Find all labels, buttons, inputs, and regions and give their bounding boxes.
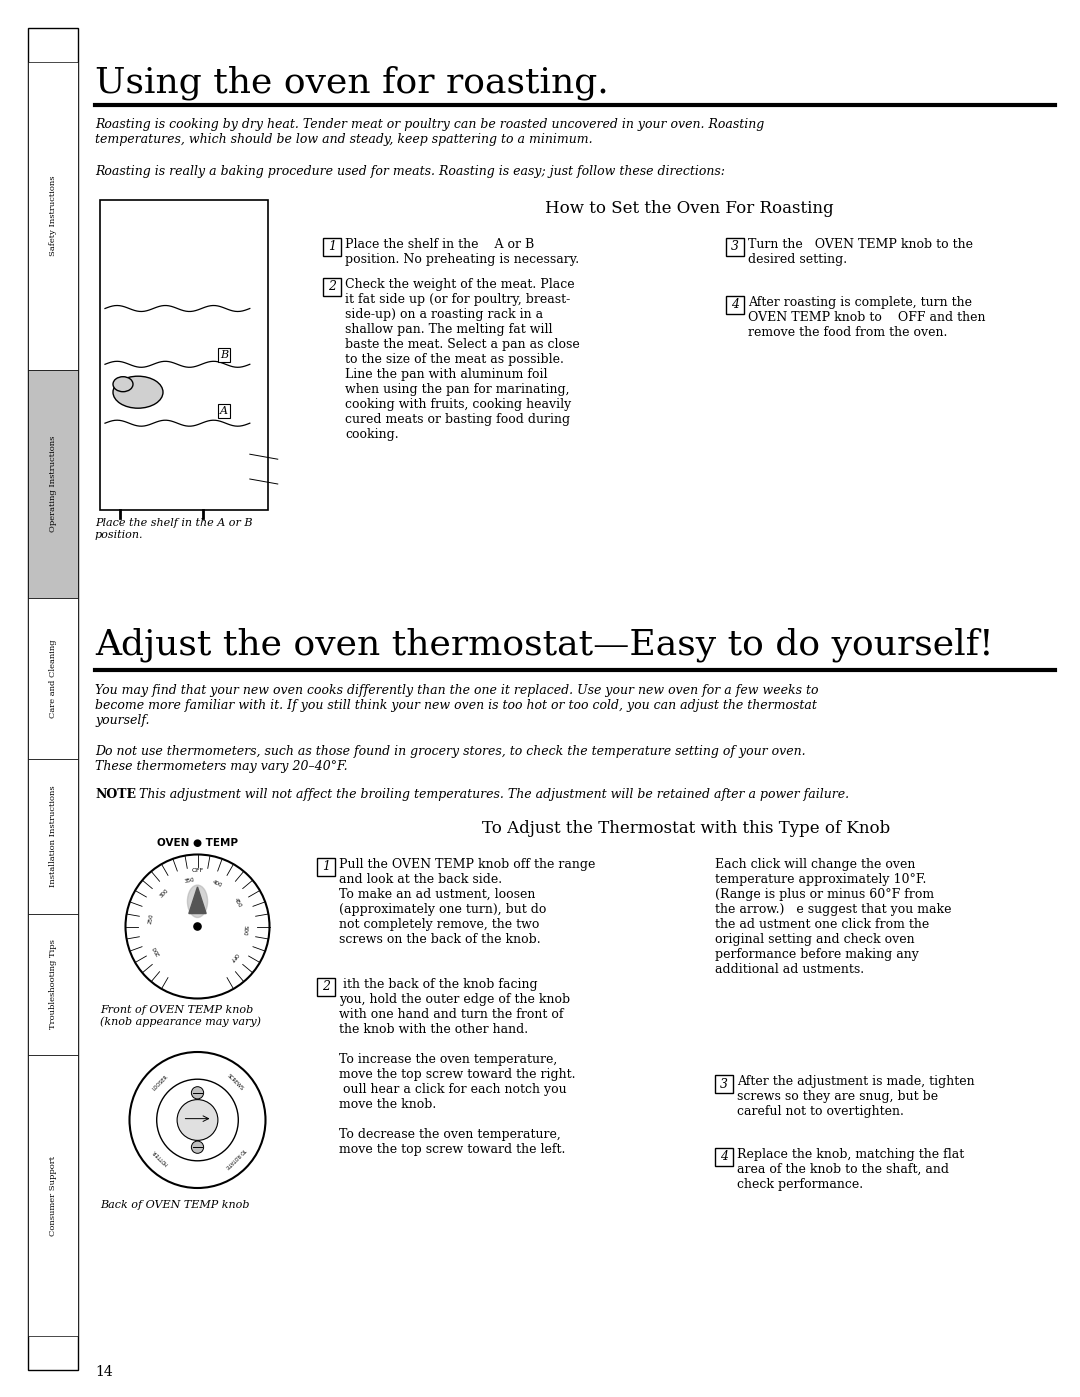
Circle shape bbox=[125, 855, 270, 999]
Circle shape bbox=[194, 923, 201, 930]
Text: 2: 2 bbox=[328, 281, 336, 293]
Text: Back of OVEN TEMP knob: Back of OVEN TEMP knob bbox=[100, 1200, 249, 1210]
Text: You may find that your new oven cooks differently than the one it replaced. Use : You may find that your new oven cooks di… bbox=[95, 685, 819, 726]
Text: 1: 1 bbox=[322, 861, 330, 873]
Bar bbox=[28, 28, 78, 1370]
Text: HOTTER: HOTTER bbox=[151, 1148, 168, 1166]
Bar bbox=[28, 370, 78, 598]
Text: Using the oven for roasting.: Using the oven for roasting. bbox=[95, 66, 609, 99]
Text: 4: 4 bbox=[720, 1151, 728, 1164]
Text: 14: 14 bbox=[95, 1365, 112, 1379]
Bar bbox=[715, 1076, 733, 1092]
Text: Care and Cleaning: Care and Cleaning bbox=[49, 640, 57, 718]
Text: B: B bbox=[220, 351, 228, 360]
Text: Place the shelf in the A or B
position.: Place the shelf in the A or B position. bbox=[95, 518, 253, 539]
Bar bbox=[318, 978, 335, 996]
Text: Consumer Support: Consumer Support bbox=[49, 1155, 57, 1235]
Text: 3: 3 bbox=[731, 240, 739, 253]
Text: 450: 450 bbox=[233, 897, 243, 909]
Bar bbox=[28, 598, 78, 760]
Text: LOOSER: LOOSER bbox=[151, 1074, 168, 1091]
Text: Installation Instructions: Installation Instructions bbox=[49, 785, 57, 887]
Text: 4: 4 bbox=[731, 299, 739, 312]
Text: 350: 350 bbox=[184, 877, 195, 884]
Circle shape bbox=[177, 1099, 218, 1140]
Text: 200: 200 bbox=[152, 944, 162, 956]
Text: Turn the   OVEN TEMP knob to the
desired setting.: Turn the OVEN TEMP knob to the desired s… bbox=[748, 237, 973, 265]
Text: Each click will change the oven
temperature approximately 10°F.
(Range is plus o: Each click will change the oven temperat… bbox=[715, 858, 951, 977]
Text: A: A bbox=[220, 405, 228, 416]
Text: OVEN ● TEMP: OVEN ● TEMP bbox=[157, 838, 238, 848]
Text: Front of OVEN TEMP knob
(knob appearance may vary): Front of OVEN TEMP knob (knob appearance… bbox=[100, 1004, 261, 1027]
Ellipse shape bbox=[188, 886, 207, 918]
Bar bbox=[323, 278, 341, 296]
Text: Roasting is really a baking procedure used for meats. Roasting is easy; just fol: Roasting is really a baking procedure us… bbox=[95, 165, 725, 177]
Circle shape bbox=[157, 1080, 239, 1161]
Text: Operating Instructions: Operating Instructions bbox=[49, 436, 57, 532]
Bar bbox=[715, 1148, 733, 1166]
Text: This adjustment will not affect the broiling temperatures. The adjustment will b: This adjustment will not affect the broi… bbox=[139, 788, 849, 800]
Text: To Adjust the Thermostat with this Type of Knob: To Adjust the Thermostat with this Type … bbox=[482, 820, 890, 837]
Bar bbox=[323, 237, 341, 256]
Text: SCREWS: SCREWS bbox=[226, 1073, 244, 1091]
Text: 250: 250 bbox=[148, 912, 154, 923]
Text: NOTE: NOTE bbox=[95, 788, 136, 800]
Text: Replace the knob, matching the flat
area of the knob to the shaft, and
check per: Replace the knob, matching the flat area… bbox=[737, 1148, 964, 1192]
Polygon shape bbox=[189, 887, 206, 914]
Circle shape bbox=[191, 1087, 204, 1099]
Text: TO ROTATE: TO ROTATE bbox=[224, 1146, 246, 1169]
Circle shape bbox=[191, 1141, 204, 1154]
Bar bbox=[318, 858, 335, 876]
Text: Adjust the oven thermostat—Easy to do yourself!: Adjust the oven thermostat—Easy to do yo… bbox=[95, 629, 994, 662]
Text: Safety Instructions: Safety Instructions bbox=[49, 176, 57, 256]
Text: Check the weight of the meat. Place
it fat side up (or for poultry, breast-
side: Check the weight of the meat. Place it f… bbox=[345, 278, 580, 441]
Text: 400: 400 bbox=[212, 880, 224, 888]
Circle shape bbox=[130, 1052, 266, 1187]
Bar bbox=[28, 914, 78, 1055]
Text: 3: 3 bbox=[720, 1077, 728, 1091]
Text: OFF: OFF bbox=[228, 951, 239, 963]
Text: 300: 300 bbox=[159, 888, 170, 898]
Bar bbox=[28, 760, 78, 914]
Bar bbox=[726, 296, 744, 314]
Text: Troubleshooting Tips: Troubleshooting Tips bbox=[49, 939, 57, 1030]
Ellipse shape bbox=[113, 377, 133, 391]
Bar bbox=[28, 61, 78, 370]
Text: Place the shelf in the    A or B
position. No preheating is necessary.: Place the shelf in the A or B position. … bbox=[345, 237, 579, 265]
Bar bbox=[28, 1055, 78, 1337]
Text: 500: 500 bbox=[241, 925, 247, 936]
Text: ith the back of the knob facing
you, hold the outer edge of the knob
with one ha: ith the back of the knob facing you, hol… bbox=[339, 978, 576, 1155]
Text: 1: 1 bbox=[328, 240, 336, 253]
Text: Roasting is cooking by dry heat. Tender meat or poultry can be roasted uncovered: Roasting is cooking by dry heat. Tender … bbox=[95, 117, 765, 147]
Text: How to Set the Oven For Roasting: How to Set the Oven For Roasting bbox=[544, 200, 834, 217]
Text: 2: 2 bbox=[322, 981, 330, 993]
Bar bbox=[100, 200, 268, 510]
Text: Pull the OVEN TEMP knob off the range
and look at the back side.
To make an ad u: Pull the OVEN TEMP knob off the range an… bbox=[339, 858, 595, 946]
Text: OFF: OFF bbox=[191, 868, 204, 873]
Text: After the adjustment is made, tighten
screws so they are snug, but be
careful no: After the adjustment is made, tighten sc… bbox=[737, 1076, 974, 1118]
Text: Do not use thermometers, such as those found in grocery stores, to check the tem: Do not use thermometers, such as those f… bbox=[95, 745, 806, 773]
Ellipse shape bbox=[113, 376, 163, 408]
Text: After roasting is complete, turn the
OVEN TEMP knob to    OFF and then
remove th: After roasting is complete, turn the OVE… bbox=[748, 296, 986, 339]
Bar bbox=[726, 237, 744, 256]
